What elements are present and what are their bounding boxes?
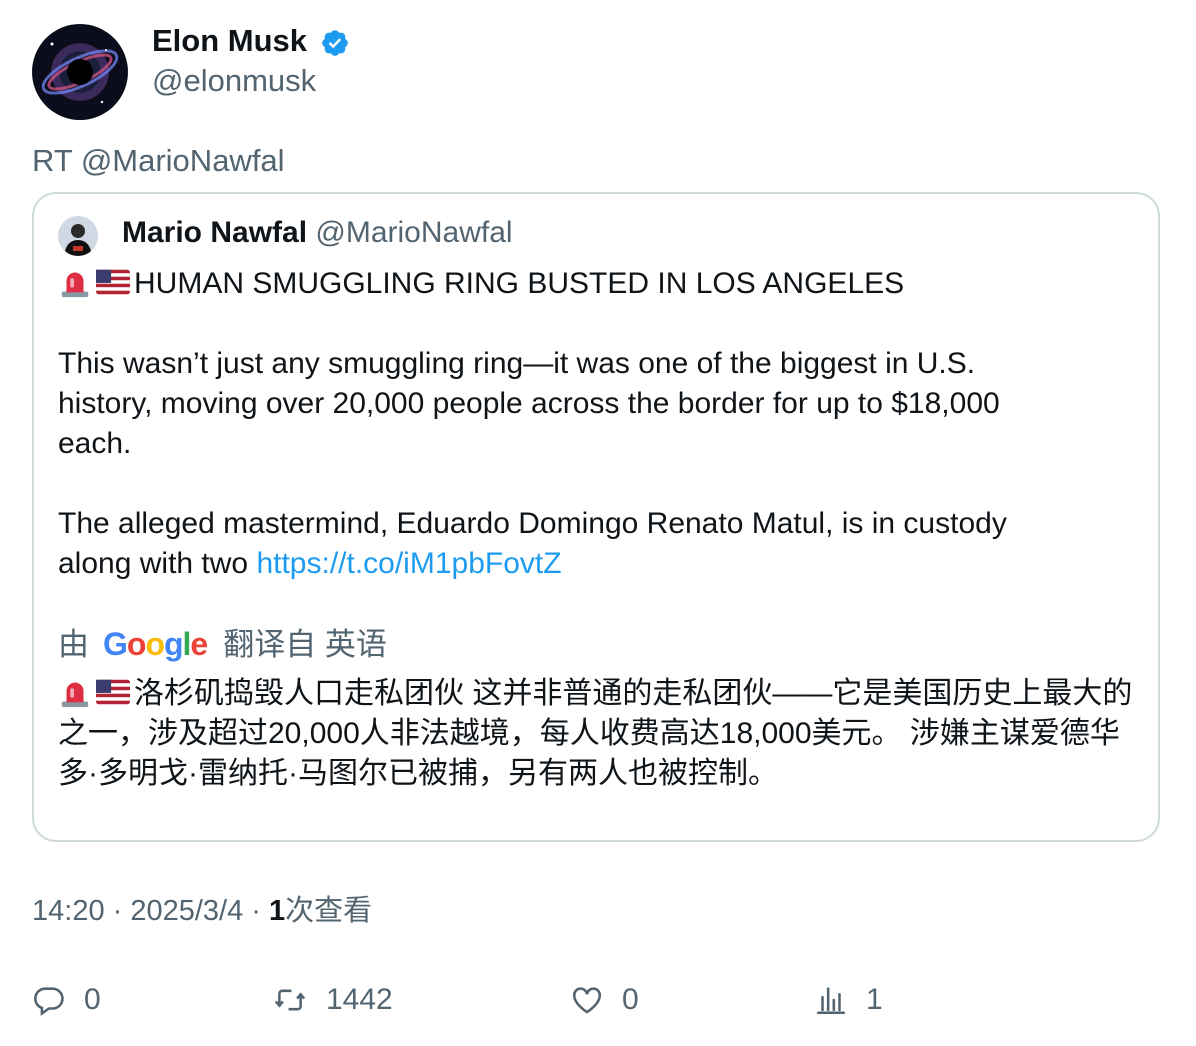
- translate-suffix: 翻译自 英语: [223, 627, 387, 662]
- translated-text: 洛杉矶捣毁人口走私团伙 这并非普通的走私团伙——它是美国历史上最大的之一，涉及超…: [58, 674, 1143, 794]
- author-handle[interactable]: @elonmusk: [152, 63, 317, 98]
- quoted-author-handle[interactable]: @MarioNawfal: [315, 216, 513, 249]
- quoted-author-avatar[interactable]: [58, 216, 98, 256]
- meta-separator: ·: [104, 895, 131, 927]
- quoted-tweet-card[interactable]: [32, 192, 1160, 842]
- verified-badge-icon: [322, 30, 348, 56]
- reply-button[interactable]: 0: [32, 980, 101, 1020]
- quoted-para1-line3: each.: [58, 427, 132, 460]
- heart-icon: [572, 987, 602, 1014]
- police-light-icon: [61, 272, 89, 298]
- quoted-para2-line2: along with two https://t.co/iM1pbFovtZ: [58, 544, 562, 584]
- retweet-label: RT @MarioNawfal: [32, 143, 285, 178]
- quoted-para1-line2: history, moving over 20,000 people acros…: [58, 387, 1000, 420]
- views-action-count: 1: [866, 983, 883, 1016]
- para2-text: along with two: [58, 547, 257, 580]
- retweet-icon: [274, 989, 306, 1011]
- like-button[interactable]: 0: [570, 980, 639, 1020]
- like-count: 0: [622, 983, 639, 1016]
- translate-prefix: 由: [58, 627, 89, 662]
- quoted-headline: HUMAN SMUGGLING RING BUSTED IN LOS ANGEL…: [58, 264, 904, 304]
- us-flag-icon: [96, 269, 130, 295]
- retweet-count: 1442: [326, 983, 393, 1016]
- tweet-meta: 14:20 · 2025/3/4 · 1次查看: [32, 892, 372, 930]
- retweet-button[interactable]: 1442: [272, 980, 393, 1020]
- views-label: 次查看: [285, 895, 373, 927]
- reply-count: 0: [84, 983, 101, 1016]
- analytics-icon: [816, 987, 846, 1015]
- google-logo: Google: [103, 626, 208, 662]
- views-button[interactable]: 1: [814, 980, 883, 1020]
- us-flag-icon: [96, 679, 130, 705]
- tweet-date[interactable]: 2025/3/4: [130, 895, 244, 927]
- police-light-icon: [61, 682, 89, 708]
- headline-text: HUMAN SMUGGLING RING BUSTED IN LOS ANGEL…: [134, 267, 905, 300]
- quoted-para2-line1: The alleged mastermind, Eduardo Domingo …: [58, 507, 1007, 540]
- translation-body: 洛杉矶捣毁人口走私团伙 这并非普通的走私团伙——它是美国历史上最大的之一，涉及超…: [58, 677, 1133, 790]
- author-name[interactable]: Elon Musk: [152, 23, 308, 58]
- views-count: 1: [269, 895, 286, 927]
- reply-icon: [34, 987, 64, 1016]
- tweet-time[interactable]: 14:20: [32, 895, 105, 927]
- meta-separator: ·: [243, 895, 270, 927]
- quoted-author-name[interactable]: Mario Nawfal: [122, 216, 308, 249]
- quoted-author[interactable]: Mario Nawfal @MarioNawfal: [122, 214, 513, 252]
- author-avatar[interactable]: [32, 24, 128, 120]
- quoted-para1-line1: This wasn’t just any smuggling ring—it w…: [58, 347, 976, 380]
- tweet-link[interactable]: https://t.co/iM1pbFovtZ: [256, 547, 562, 580]
- translated-by-google: 由 Google 翻译自 英语: [58, 624, 387, 665]
